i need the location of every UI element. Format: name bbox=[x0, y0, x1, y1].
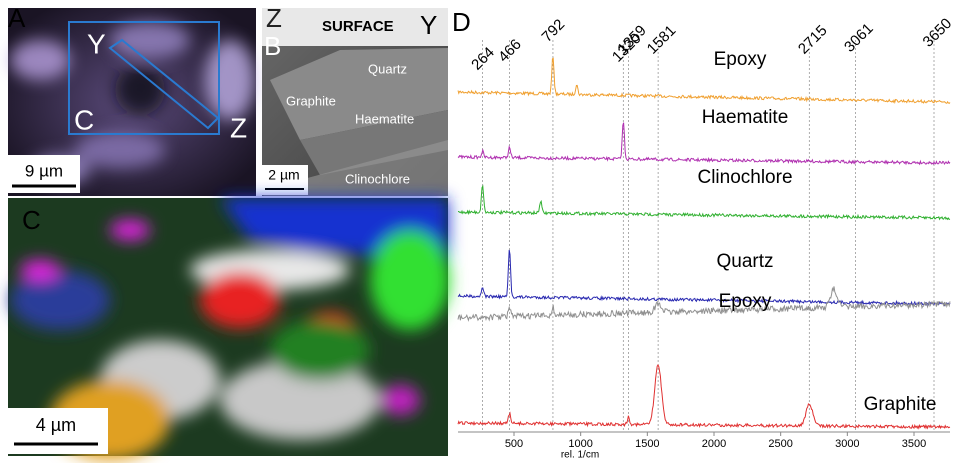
spectrum bbox=[457, 57, 951, 105]
x-tick-label: 1500 bbox=[635, 438, 659, 450]
panel-c: C 4 µm bbox=[8, 198, 450, 460]
scale-bar-label: 4 µm bbox=[36, 415, 76, 435]
peak-label: 792 bbox=[539, 16, 569, 46]
point-label: Z bbox=[230, 112, 247, 143]
spectrum bbox=[457, 286, 951, 322]
peak-label: 466 bbox=[495, 36, 525, 66]
spectrum-name: Epoxy bbox=[719, 291, 772, 312]
spectrum-name: Haematite bbox=[702, 107, 789, 128]
peak-label: 3061 bbox=[841, 20, 877, 56]
panel-label: C bbox=[22, 205, 41, 235]
x-axis-label: rel. 1/cm bbox=[561, 450, 599, 461]
x-tick-label: 2500 bbox=[768, 438, 792, 450]
spectrum-name: Clinochlore bbox=[697, 167, 792, 188]
panel-label: B bbox=[264, 31, 281, 61]
spectrum bbox=[457, 363, 951, 430]
x-tick-label: 2000 bbox=[702, 438, 726, 450]
x-tick-label: 500 bbox=[505, 438, 523, 450]
peak-label: 264 bbox=[468, 44, 498, 74]
phase-label: Graphite bbox=[286, 93, 336, 108]
point-label: Y bbox=[87, 28, 106, 59]
spectrum-name: Graphite bbox=[864, 394, 937, 415]
spectrum-name: Quartz bbox=[716, 251, 773, 272]
panel-label: A bbox=[8, 3, 26, 33]
surface-label: SURFACE bbox=[322, 18, 394, 35]
corner-label: Z bbox=[266, 3, 282, 33]
x-tick-label: 3000 bbox=[835, 438, 859, 450]
panel-b: Z SURFACE Y B Quartz Graphite Haematite … bbox=[262, 3, 448, 196]
point-label: C bbox=[74, 104, 94, 135]
phase-label: Quartz bbox=[368, 61, 407, 76]
phase-label: Clinochlore bbox=[345, 171, 410, 186]
spectrum bbox=[457, 184, 951, 221]
scale-bar-label: 2 µm bbox=[268, 167, 299, 183]
spectrum-name: Epoxy bbox=[714, 49, 767, 70]
x-tick-label: 3500 bbox=[902, 438, 926, 450]
x-tick-label: 1000 bbox=[568, 438, 592, 450]
spectrum bbox=[457, 249, 951, 307]
panel-label: D bbox=[452, 7, 471, 37]
scale-bar-label: 9 µm bbox=[25, 161, 63, 180]
corner-label: Y bbox=[420, 10, 437, 40]
peak-label: 3650 bbox=[920, 15, 954, 51]
phase-label: Haematite bbox=[355, 111, 414, 126]
peak-label: 2715 bbox=[795, 22, 831, 58]
peak-label: 1581 bbox=[644, 22, 680, 58]
panel-a: A Y C Z 9 µm bbox=[8, 3, 256, 196]
spectrum bbox=[457, 122, 951, 166]
